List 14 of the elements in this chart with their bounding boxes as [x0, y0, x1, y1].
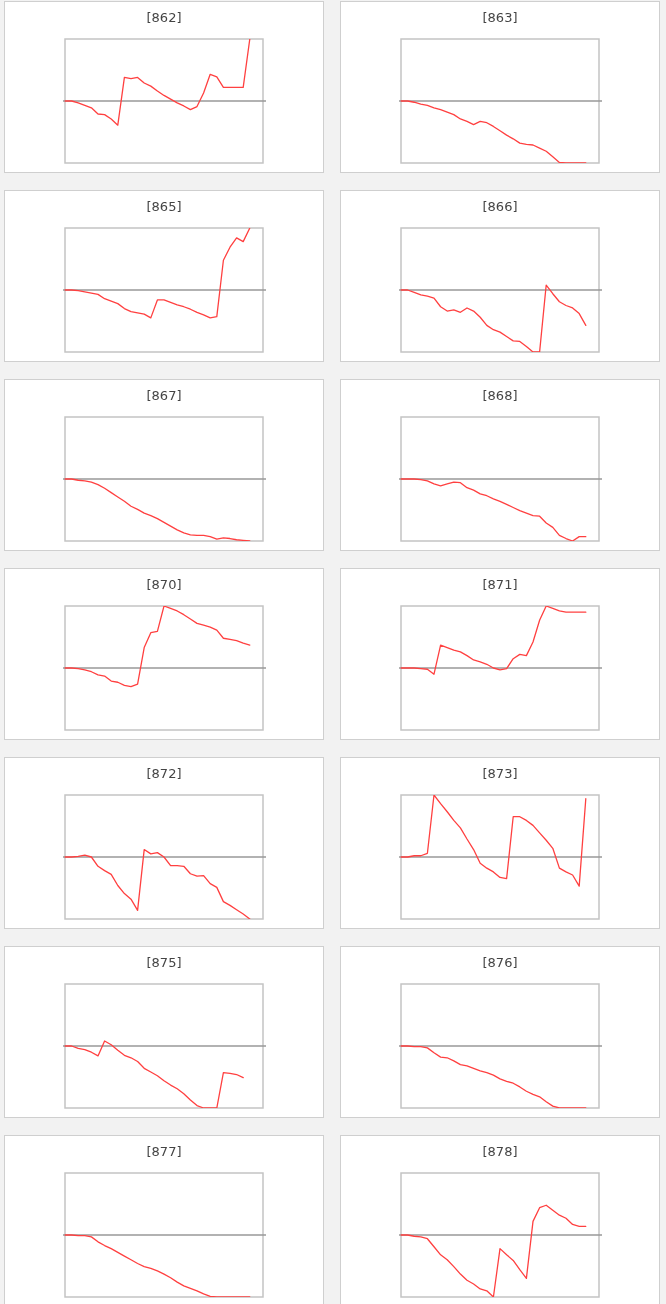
- chart-title: [866]: [481, 199, 519, 214]
- chart-title: [868]: [481, 388, 519, 403]
- chart-title: [865]: [145, 199, 183, 214]
- chart-title: [878]: [481, 1144, 519, 1159]
- chart-title: [876]: [481, 955, 519, 970]
- chart-title: [877]: [145, 1144, 183, 1159]
- chart-title: [862]: [145, 10, 183, 25]
- chart-title: [875]: [145, 955, 183, 970]
- chart-title: [863]: [481, 10, 519, 25]
- chart-title: [872]: [145, 766, 183, 781]
- chart-title: [867]: [145, 388, 183, 403]
- chart-title: [873]: [481, 766, 519, 781]
- chart-title: [871]: [481, 577, 519, 592]
- chart-title: [870]: [145, 577, 183, 592]
